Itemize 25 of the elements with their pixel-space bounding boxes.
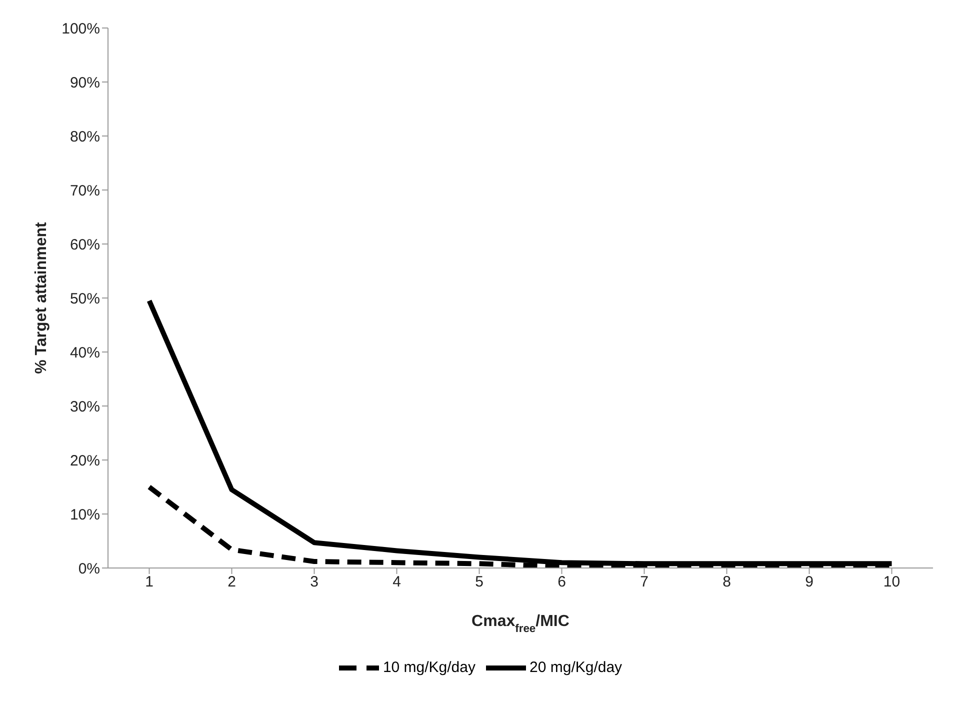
y-tick-label: 90% xyxy=(70,74,100,92)
y-tick-label: 100% xyxy=(62,20,100,38)
y-tick-label: 10% xyxy=(70,506,100,524)
y-axis-title: % Target attainment xyxy=(33,221,50,374)
x-tick-label: 9 xyxy=(805,574,814,591)
x-tick-label: 7 xyxy=(640,574,648,591)
x-tick-label: 10 xyxy=(883,574,900,591)
legend-label: 20 mg/Kg/day xyxy=(530,658,622,676)
y-tick-label: 0% xyxy=(78,560,100,578)
x-tick-label: 6 xyxy=(558,574,566,591)
x-tick-label: 4 xyxy=(392,574,401,591)
x-tick-label: 8 xyxy=(722,574,731,591)
legend-label: 10 mg/Kg/day xyxy=(382,658,476,676)
x-tick-label: 1 xyxy=(145,574,154,591)
y-tick-label: 70% xyxy=(70,182,100,200)
x-tick-label: 3 xyxy=(310,574,318,591)
y-tick-label: 60% xyxy=(70,236,100,254)
y-tick-label: 40% xyxy=(70,344,100,362)
x-tick-label: 5 xyxy=(475,574,484,591)
y-tick-label: 80% xyxy=(70,128,100,146)
x-axis-title: Cmax$_{free}$/MIC xyxy=(472,613,570,635)
x-tick-label: 2 xyxy=(228,574,236,591)
y-tick-label: 20% xyxy=(70,452,100,470)
y-tick-label: 30% xyxy=(70,398,100,416)
y-tick-label: 50% xyxy=(70,290,100,308)
